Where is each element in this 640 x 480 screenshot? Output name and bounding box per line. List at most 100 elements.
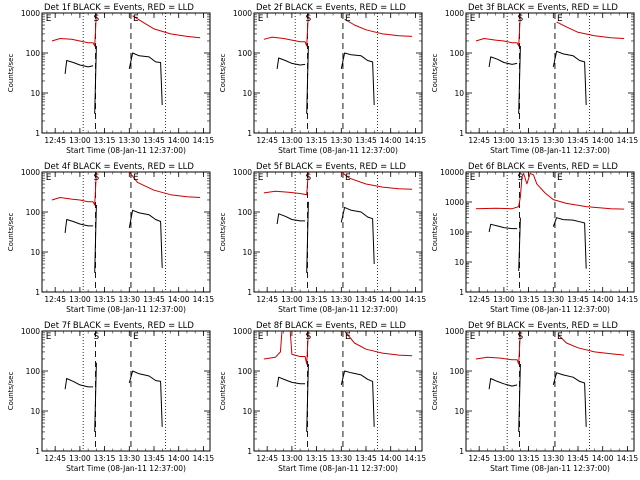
event-marker-e: E bbox=[46, 14, 52, 24]
x-tick-label: 13:30 bbox=[542, 295, 564, 304]
x-tick-label: 14:00 bbox=[168, 136, 190, 145]
x-tick-label: 13:30 bbox=[118, 295, 140, 304]
x-tick-label: 13:15 bbox=[518, 454, 540, 463]
x-tick-label: 13:30 bbox=[330, 136, 352, 145]
events-series-line bbox=[276, 213, 306, 225]
y-tick-label: 10000 bbox=[440, 168, 464, 177]
x-tick-label: 14:00 bbox=[592, 454, 614, 463]
x-tick-label: 13:15 bbox=[518, 136, 540, 145]
lld-series-line bbox=[128, 171, 201, 198]
x-tick-label: 13:45 bbox=[143, 295, 165, 304]
x-tick-label: 13:15 bbox=[518, 295, 540, 304]
x-tick-label: 13:45 bbox=[355, 136, 377, 145]
events-series-line bbox=[306, 201, 309, 273]
y-tick-label: 1 bbox=[459, 447, 464, 456]
lld-series-line bbox=[132, 15, 201, 39]
event-marker-e: E bbox=[46, 173, 52, 183]
y-tick-label: 10 bbox=[454, 258, 464, 267]
x-tick-label: 13:30 bbox=[118, 454, 140, 463]
events-series-line bbox=[128, 370, 163, 427]
y-tick-label: 1 bbox=[35, 288, 40, 297]
events-series-line bbox=[488, 378, 518, 390]
events-series-line bbox=[340, 206, 375, 265]
event-marker-e: E bbox=[258, 332, 264, 342]
events-series-line bbox=[276, 57, 306, 69]
plot-title: Det 7f BLACK = Events, RED = LLD bbox=[44, 321, 194, 331]
events-series-line bbox=[64, 60, 94, 74]
y-axis-label: Counts/sec bbox=[431, 213, 439, 252]
x-tick-label: 14:00 bbox=[380, 295, 402, 304]
plot-panel-7: Det 7f BLACK = Events, RED = LLD Counts/s… bbox=[7, 321, 214, 473]
plot-title: Det 8f BLACK = Events, RED = LLD bbox=[256, 321, 406, 331]
x-tick-label: 13:45 bbox=[143, 136, 165, 145]
events-series-line bbox=[306, 363, 309, 432]
y-tick-label: 10 bbox=[30, 407, 40, 416]
events-series-line bbox=[306, 45, 309, 114]
plot-panel-4: Det 4f BLACK = Events, RED = LLD Counts/s… bbox=[7, 162, 214, 314]
y-tick-label: 1 bbox=[35, 129, 40, 138]
y-tick-label: 100 bbox=[26, 208, 41, 217]
events-series-line bbox=[340, 370, 375, 427]
y-tick-label: 1000 bbox=[233, 327, 252, 336]
events-series-line bbox=[488, 56, 518, 67]
event-marker-e: E bbox=[557, 173, 563, 183]
y-tick-label: 100 bbox=[26, 49, 41, 58]
lld-series-line bbox=[475, 12, 521, 47]
lld-series-line bbox=[475, 172, 625, 210]
lld-series-line bbox=[51, 12, 97, 47]
plot-panel-9: Det 9f BLACK = Events, RED = LLD Counts/s… bbox=[431, 321, 638, 473]
x-tick-label: 12:45 bbox=[256, 136, 278, 145]
events-series-line bbox=[128, 52, 163, 106]
event-marker-e: E bbox=[345, 14, 351, 24]
y-axis-label: Counts/sec bbox=[7, 213, 15, 252]
x-axis-label: Start Time (08-Jan-11 12:37:00) bbox=[278, 146, 398, 155]
events-series-line bbox=[128, 209, 163, 268]
lld-series-line bbox=[263, 330, 283, 360]
lld-series-line bbox=[263, 171, 309, 196]
y-axis-label: Counts/sec bbox=[7, 54, 15, 93]
plot-title: Det 4f BLACK = Events, RED = LLD bbox=[44, 162, 194, 172]
y-tick-label: 1000 bbox=[233, 168, 252, 177]
y-tick-label: 1 bbox=[247, 447, 252, 456]
x-tick-label: 12:45 bbox=[256, 454, 278, 463]
plot-frame bbox=[465, 330, 635, 452]
x-tick-label: 14:15 bbox=[193, 454, 215, 463]
plot-frame bbox=[253, 330, 423, 452]
lld-series-line bbox=[344, 18, 413, 37]
x-tick-label: 13:15 bbox=[306, 136, 328, 145]
x-tick-label: 12:45 bbox=[256, 295, 278, 304]
events-series-line bbox=[94, 362, 97, 432]
events-series-line bbox=[276, 376, 306, 387]
x-tick-label: 13:00 bbox=[69, 454, 91, 463]
plot-title: Det 6f BLACK = Events, RED = LLD bbox=[468, 162, 618, 172]
x-tick-label: 13:15 bbox=[94, 454, 116, 463]
event-marker-e: E bbox=[133, 332, 139, 342]
x-tick-label: 13:15 bbox=[306, 295, 328, 304]
x-tick-label: 13:00 bbox=[281, 136, 303, 145]
y-tick-label: 100 bbox=[238, 367, 253, 376]
plot-frame bbox=[41, 12, 211, 134]
y-axis-label: Counts/sec bbox=[431, 54, 439, 93]
events-series-line bbox=[552, 372, 587, 427]
y-tick-label: 100 bbox=[450, 367, 465, 376]
plot-panel-2: Det 2f BLACK = Events, RED = LLD Counts/s… bbox=[219, 3, 426, 155]
x-tick-label: 14:15 bbox=[617, 295, 639, 304]
lld-series-line bbox=[556, 21, 625, 39]
x-tick-label: 14:00 bbox=[592, 295, 614, 304]
x-tick-label: 14:15 bbox=[405, 295, 427, 304]
x-axis-label: Start Time (08-Jan-11 12:37:00) bbox=[490, 146, 610, 155]
plot-frame bbox=[253, 171, 423, 293]
y-tick-label: 10 bbox=[242, 248, 252, 257]
x-tick-label: 13:00 bbox=[493, 454, 515, 463]
events-series-line bbox=[518, 45, 521, 114]
lld-series-line bbox=[263, 12, 309, 47]
event-marker-s: S bbox=[517, 173, 523, 183]
y-tick-label: 10 bbox=[30, 89, 40, 98]
x-tick-label: 13:30 bbox=[118, 136, 140, 145]
plot-panel-3: Det 3f BLACK = Events, RED = LLD Counts/s… bbox=[431, 3, 638, 155]
y-tick-label: 10 bbox=[242, 407, 252, 416]
y-tick-label: 10 bbox=[30, 248, 40, 257]
plot-title: Det 2f BLACK = Events, RED = LLD bbox=[256, 3, 406, 13]
x-tick-label: 14:15 bbox=[617, 454, 639, 463]
